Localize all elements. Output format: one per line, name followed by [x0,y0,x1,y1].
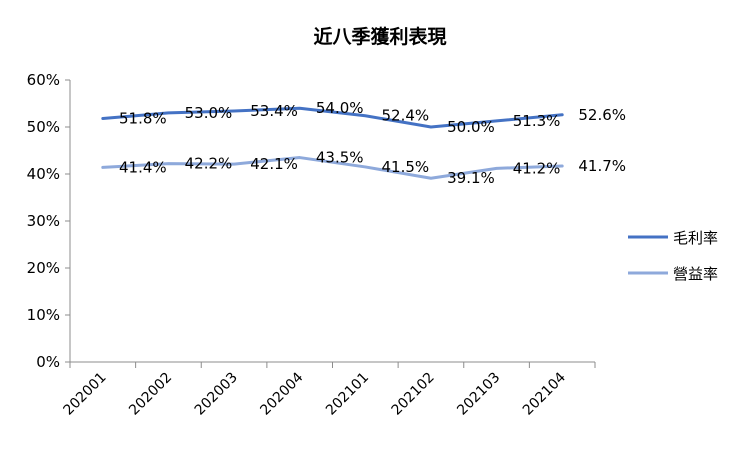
data-label: 52.4% [381,107,429,125]
chart-title: 近八季獲利表現 [313,25,446,48]
data-labels: 51.8% 53.0% 53.4% 54.0% 52.4% 50.0% 51.3% 52.6%… [119,99,626,187]
data-label: 54.0% [316,99,364,117]
legend-label: 毛利率 [673,229,718,247]
data-label: 53.4% [250,102,298,120]
series-layer [101,106,564,180]
data-label: 51.8% [119,110,167,128]
x-tick-label: 202002 [126,370,175,419]
y-tick-label: 50% [27,118,60,136]
x-tick-label: 202004 [257,369,306,418]
data-label: 42.2% [185,155,233,173]
data-label: 39.1% [447,169,495,187]
y-tick-label: 40% [27,165,60,183]
y-tick-label: 60% [27,71,60,89]
x-tick-label: 202102 [389,370,438,419]
legend-label: 營益率 [673,265,718,283]
data-label: 41.5% [381,158,429,176]
y-tick-label: 20% [27,259,60,277]
data-label: 42.1% [250,155,298,173]
x-tick-label: 202003 [192,370,241,419]
series-line-2 [101,156,564,180]
x-tick-label: 202001 [61,370,110,419]
data-label: 52.6% [578,106,626,124]
data-label: 43.5% [316,149,364,167]
data-label: 41.4% [119,158,167,176]
y-tick-label: 10% [27,306,60,324]
data-label: 41.7% [578,157,626,175]
y-tick-label: 30% [27,212,60,230]
data-label: 53.0% [185,104,233,122]
data-label: 50.0% [447,118,495,136]
axes: 0% 10% 20% 30% 40% 50% 60% 202001 202002 202003 20… [27,71,596,419]
data-label: 41.2% [513,159,561,177]
x-tick-label: 202101 [323,370,372,419]
y-tick-label: 0% [36,353,60,371]
series-line-1 [101,106,564,129]
x-tick-label: 202103 [454,370,503,419]
x-tick-label: 202104 [520,369,569,418]
data-label: 51.3% [513,112,561,130]
